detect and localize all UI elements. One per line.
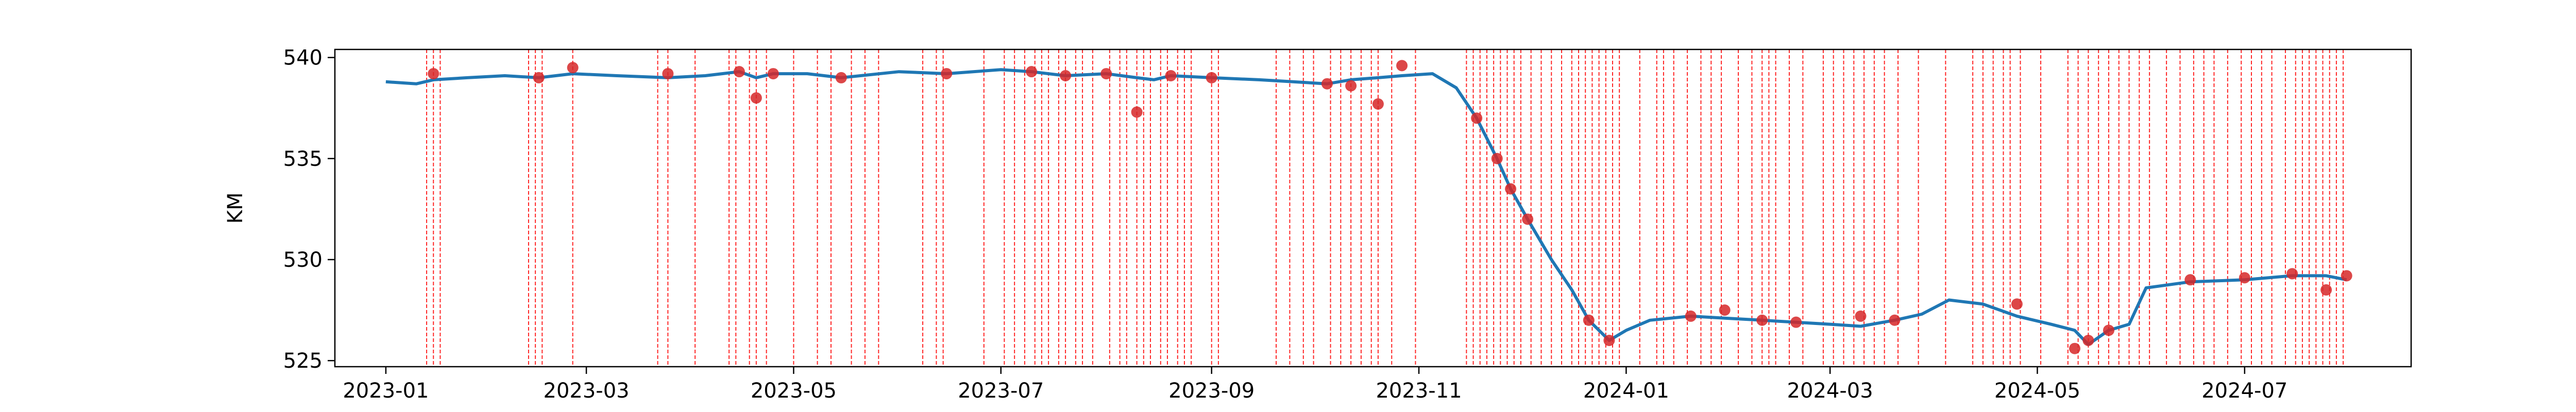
- data-point-marker: [835, 72, 847, 83]
- data-point-marker: [1372, 98, 1384, 110]
- data-point-marker: [2320, 284, 2332, 296]
- plot-area-frame: [334, 48, 2412, 368]
- x-tick-label: 2023-07: [958, 379, 1044, 403]
- data-point-marker: [1603, 334, 1615, 346]
- data-point-marker: [2082, 334, 2094, 346]
- data-point-marker: [1505, 183, 1517, 195]
- y-tick-label: 525: [283, 349, 323, 373]
- data-point-marker: [750, 92, 762, 104]
- x-tick-label: 2023-01: [343, 379, 429, 403]
- markers-layer: [428, 60, 2352, 354]
- data-point-marker: [428, 68, 439, 80]
- x-tick-label: 2024-07: [2201, 379, 2287, 403]
- data-point-marker: [1719, 304, 1731, 316]
- data-point-marker: [1345, 80, 1357, 92]
- data-point-marker: [2239, 272, 2250, 284]
- y-axis: 525 530 535 540: [283, 46, 335, 373]
- data-point-marker: [1491, 152, 1503, 164]
- data-point-marker: [941, 68, 953, 80]
- x-tick-label: 2024-03: [1787, 379, 1873, 403]
- data-point-marker: [1583, 314, 1595, 326]
- data-point-marker: [1131, 106, 1143, 118]
- data-point-marker: [2341, 270, 2352, 282]
- data-point-marker: [533, 72, 545, 83]
- x-tick-label: 2023-05: [751, 379, 837, 403]
- data-point-marker: [1889, 314, 1901, 326]
- x-tick-label: 2024-05: [1994, 379, 2080, 403]
- y-tick-label: 530: [283, 248, 323, 272]
- data-point-marker: [1396, 60, 1408, 72]
- data-point-marker: [1471, 112, 1483, 124]
- data-point-marker: [2103, 324, 2114, 336]
- line-layer: [385, 68, 2347, 346]
- data-point-marker: [2011, 298, 2023, 310]
- vlines-layer: [426, 49, 2344, 367]
- data-point-marker: [1756, 314, 1768, 326]
- data-point-marker: [2286, 268, 2298, 280]
- data-point-marker: [1100, 68, 1112, 80]
- data-point-marker: [733, 66, 745, 78]
- data-point-marker: [2069, 342, 2081, 354]
- data-point-marker: [567, 62, 579, 74]
- data-point-marker: [1855, 310, 1867, 322]
- y-axis-label: KM: [224, 193, 247, 224]
- y-tick-label: 535: [283, 147, 323, 171]
- data-point-marker: [1206, 72, 1217, 83]
- x-axis: 2023-01 2023-03 2023-05 2023-07 2023-09 2023-…: [343, 367, 2287, 403]
- data-point-marker: [1026, 66, 1038, 78]
- data-point-marker: [2184, 274, 2196, 286]
- data-point-marker: [1685, 310, 1697, 322]
- data-point-marker: [1790, 316, 1802, 328]
- data-point-marker: [662, 68, 674, 80]
- x-tick-label: 2023-11: [1376, 379, 1462, 403]
- series-line: [385, 68, 2347, 346]
- data-point-marker: [1522, 213, 1534, 225]
- x-tick-label: 2024-01: [1583, 379, 1669, 403]
- y-tick-label: 540: [283, 46, 323, 70]
- data-point-marker: [1060, 70, 1072, 82]
- data-point-marker: [767, 68, 779, 80]
- data-point-marker: [1321, 78, 1333, 90]
- data-point-marker: [1165, 70, 1177, 82]
- x-tick-label: 2023-09: [1168, 379, 1255, 403]
- x-tick-label: 2023-03: [544, 379, 630, 403]
